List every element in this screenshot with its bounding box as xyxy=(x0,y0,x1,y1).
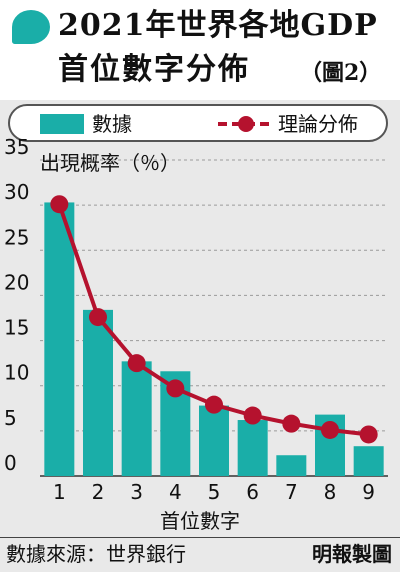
y-tick-label: 5 xyxy=(4,406,17,430)
y-tick-label: 10 xyxy=(4,361,29,385)
line-point xyxy=(243,406,262,425)
x-tick-label: 6 xyxy=(246,480,259,504)
speech-bubble-icon xyxy=(12,10,50,44)
x-tick-label: 1 xyxy=(53,480,66,504)
line-point xyxy=(89,308,107,327)
x-tick-label: 4 xyxy=(169,480,182,504)
bar xyxy=(199,405,229,476)
bar xyxy=(276,455,307,476)
credit: 明報製圖 xyxy=(312,542,392,566)
x-tick-label: 7 xyxy=(285,480,298,504)
legend-line-label: 理論分佈 xyxy=(278,112,358,136)
legend-bar-label: 數據 xyxy=(92,112,132,136)
line-point xyxy=(359,425,378,444)
bar xyxy=(44,202,75,477)
header: 2021年世界各地GDP 首位數字分佈 （圖2） xyxy=(0,0,400,100)
legend: 數據 理論分佈 xyxy=(8,104,388,142)
chart-title-line2: 首位數字分佈 xyxy=(58,52,250,87)
x-tick-label: 5 xyxy=(208,480,221,504)
x-tick-label: 9 xyxy=(362,480,375,504)
bar xyxy=(83,309,113,476)
figure-number: （圖2） xyxy=(300,60,382,86)
y-tick-label: 20 xyxy=(4,270,29,294)
line-point xyxy=(127,354,146,373)
bar xyxy=(121,361,152,476)
y-tick-label: 0 xyxy=(4,451,17,475)
bar xyxy=(353,446,384,476)
x-tick-label: 8 xyxy=(324,480,337,504)
data-source: 數據來源：世界銀行 xyxy=(6,542,186,566)
line-point xyxy=(205,395,223,414)
line-point xyxy=(166,379,185,398)
footer-divider xyxy=(0,537,400,538)
y-tick-label: 25 xyxy=(4,225,29,249)
y-tick-label: 30 xyxy=(4,180,29,204)
x-tick-label: 2 xyxy=(92,480,105,504)
line-point xyxy=(50,195,69,214)
x-tick-label: 3 xyxy=(130,480,143,504)
line-point xyxy=(282,414,301,433)
legend-line-swatch xyxy=(218,116,274,132)
y-tick-label: 15 xyxy=(4,316,29,340)
chart-title-line1: 2021年世界各地GDP xyxy=(58,8,378,43)
y-axis-label: 出現概率（％） xyxy=(40,151,180,175)
line-point xyxy=(321,420,339,439)
x-axis-label: 首位數字 xyxy=(160,509,240,533)
legend-bar-swatch xyxy=(40,114,84,134)
y-tick-label: 35 xyxy=(4,135,29,159)
bar xyxy=(237,420,268,476)
